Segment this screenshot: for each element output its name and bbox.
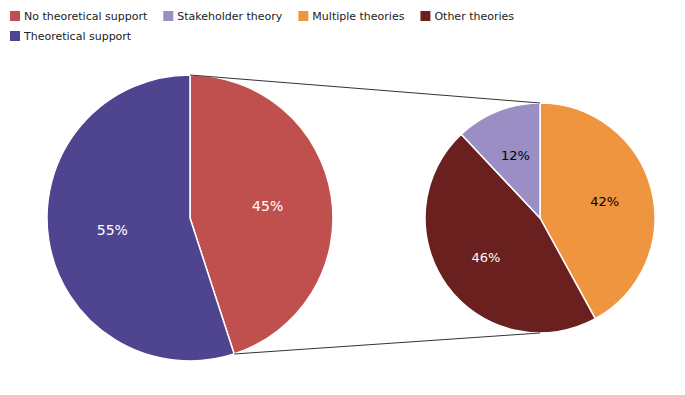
legend-label: No theoretical support <box>24 10 148 23</box>
legend-swatch <box>163 11 173 21</box>
legend-swatch <box>298 11 308 21</box>
pie-slice <box>461 103 540 218</box>
legend-swatch <box>420 11 430 21</box>
legend: No theoretical support Stakeholder theory… <box>10 10 514 43</box>
legend-label: Theoretical support <box>23 30 132 43</box>
connector-line <box>190 75 540 103</box>
legend-swatch <box>10 31 20 41</box>
pie <box>425 103 655 333</box>
data-label: 46% <box>472 250 501 265</box>
legend-label: Stakeholder theory <box>177 10 283 23</box>
data-label: 55% <box>97 222 128 238</box>
chart: 45% 55% 42% 46% 12% No theoretical support Sta… <box>0 0 685 395</box>
connector-line <box>234 333 540 354</box>
legend-swatch <box>10 11 20 21</box>
legend-label: Multiple theories <box>312 10 404 23</box>
data-label: 42% <box>590 194 619 209</box>
pie <box>47 75 333 361</box>
data-label: 45% <box>252 198 283 214</box>
pie-slice <box>47 75 234 361</box>
data-label: 12% <box>501 148 530 163</box>
legend-label: Other theories <box>434 10 514 23</box>
